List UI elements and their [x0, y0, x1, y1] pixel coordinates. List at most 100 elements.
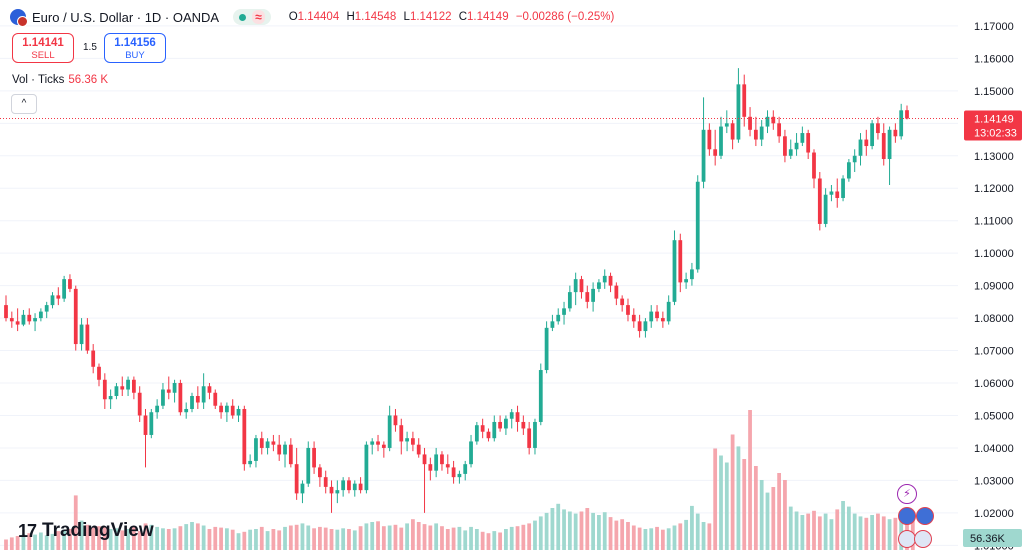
candle-body	[521, 421, 526, 429]
market-status[interactable]: ≈	[233, 9, 271, 25]
candle-body	[300, 483, 305, 494]
volume-bar	[155, 526, 160, 550]
volume-bar	[881, 516, 886, 550]
volume-bar	[492, 531, 497, 550]
volume-bar	[748, 410, 752, 550]
volume-bar	[283, 526, 287, 550]
high-label: H	[346, 11, 355, 23]
volume-bar	[445, 529, 450, 550]
volume-bar	[242, 531, 247, 550]
volume-bar	[469, 526, 473, 550]
sell-button[interactable]: 1.14141 SELL	[12, 33, 74, 63]
lightning-event-icon[interactable]: ⚡	[897, 484, 917, 504]
volume-bar	[451, 527, 456, 550]
candle-body	[713, 149, 718, 156]
sell-price: 1.14141	[22, 37, 64, 49]
candle-body	[102, 379, 107, 400]
symbol-title[interactable]: Euro / U.S. Dollar · 1D · OANDA	[32, 9, 220, 25]
close-value: 1.14149	[467, 11, 509, 23]
volume-bar	[585, 508, 590, 550]
volume-bar	[631, 525, 636, 550]
high-value: 1.14548	[354, 11, 397, 23]
volume-bar	[190, 522, 194, 550]
volume-bar	[783, 480, 787, 550]
candle-body	[707, 129, 712, 150]
volume-bar	[707, 523, 712, 550]
us-event-icon[interactable]	[914, 530, 932, 548]
candle-body	[358, 483, 363, 491]
candle-body	[225, 405, 229, 413]
eu-event-icon[interactable]	[916, 507, 934, 525]
candle-body	[788, 149, 793, 156]
candle-body	[79, 324, 84, 345]
eur-usd-flag-icon	[10, 9, 28, 27]
candle-body	[219, 405, 223, 413]
candle-body	[905, 110, 909, 119]
volume-bar	[9, 537, 14, 550]
volume-bar	[50, 533, 55, 550]
price-axis[interactable]: 1.170001.160001.150001.140001.130001.120…	[974, 21, 1014, 550]
candle-body	[254, 438, 258, 461]
tradingview-logo[interactable]: 17 TradingView	[18, 520, 154, 542]
candle-body	[597, 282, 601, 289]
candle-body	[538, 370, 543, 422]
volume-bar	[736, 446, 741, 550]
volume-bar	[695, 513, 700, 550]
candle-body	[608, 275, 613, 286]
volume-bar	[143, 523, 148, 550]
volume-bar	[480, 531, 485, 550]
candle-body	[114, 386, 119, 396]
eu-event-icon[interactable]	[898, 507, 916, 525]
candle-body	[899, 110, 904, 137]
candle-body	[381, 444, 386, 448]
volume-bar	[777, 473, 782, 550]
candle-body	[783, 136, 787, 156]
volume-bar	[765, 492, 770, 550]
collapse-legend-button[interactable]: ^	[11, 94, 37, 114]
candle-body	[533, 421, 537, 448]
volume-bar	[108, 529, 113, 550]
volume-legend-label: Vol · Ticks	[12, 74, 65, 86]
candle-body	[835, 191, 840, 198]
volume-legend[interactable]: Vol · Ticks 56.36 K	[12, 74, 108, 86]
last-price-label: 1.14149	[974, 113, 1014, 125]
candle-body	[207, 386, 212, 393]
volume-bar	[835, 509, 840, 550]
candle-body	[27, 314, 32, 322]
candle-body	[33, 318, 37, 322]
candle-body	[85, 324, 90, 351]
candle-body	[411, 438, 415, 445]
candle-body	[498, 421, 502, 429]
volume-bar	[724, 462, 729, 550]
candle-body	[68, 279, 72, 289]
volume-bar	[184, 524, 189, 550]
candle-body	[457, 473, 462, 478]
candle-body	[178, 383, 183, 413]
price-axis-tick: 1.16000	[974, 53, 1014, 65]
volume-bar	[131, 526, 136, 550]
candle-body	[283, 444, 287, 455]
volume-bar	[259, 526, 264, 550]
candle-body	[463, 464, 468, 474]
candle-body	[155, 405, 160, 413]
volume-bar	[172, 528, 177, 550]
candle-body	[753, 129, 758, 140]
volume-bar	[812, 510, 816, 550]
volume-bar	[91, 527, 96, 550]
candle-body	[643, 321, 648, 332]
volume-bar	[509, 526, 514, 550]
volume-bar	[753, 466, 758, 550]
candle-body	[56, 295, 61, 299]
volume-bar	[515, 526, 520, 550]
volume-bar	[73, 495, 78, 550]
candle-body	[852, 155, 857, 163]
volume-legend-value: 56.36 K	[68, 74, 109, 86]
buy-price: 1.14156	[114, 37, 156, 49]
volume-bar	[387, 525, 392, 550]
volume-bar	[277, 530, 282, 550]
volume-bar	[254, 529, 258, 550]
volume-bar	[15, 536, 20, 550]
buy-button[interactable]: 1.14156 BUY	[104, 33, 166, 63]
volume-bar	[527, 523, 532, 550]
